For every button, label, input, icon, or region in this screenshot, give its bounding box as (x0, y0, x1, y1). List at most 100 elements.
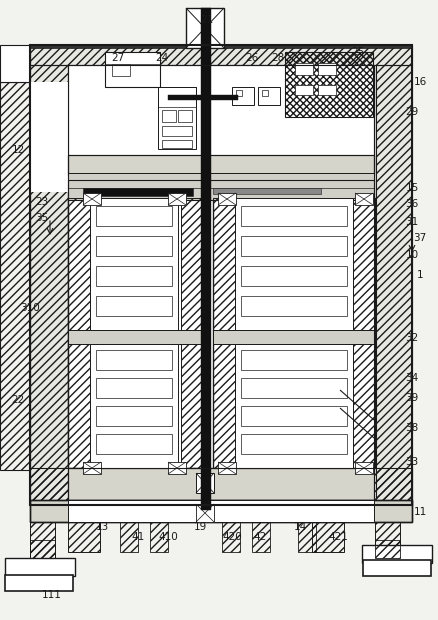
Bar (362, 560, 430, 576)
Bar (68, 155, 373, 175)
Bar (177, 110, 191, 122)
Bar (30, 500, 411, 522)
Text: 25: 25 (350, 47, 364, 57)
Bar (68, 180, 373, 188)
Bar (240, 206, 346, 226)
Bar (158, 87, 195, 107)
Bar (168, 193, 186, 205)
Bar (83, 193, 101, 205)
Text: 31: 31 (404, 217, 418, 227)
Text: 34: 34 (404, 373, 418, 383)
Text: 42: 42 (253, 532, 266, 542)
Bar (30, 82, 68, 192)
Bar (251, 522, 269, 552)
Bar (96, 266, 172, 286)
Text: 15: 15 (404, 183, 418, 193)
Bar (68, 500, 373, 522)
Bar (352, 198, 374, 468)
Bar (284, 52, 372, 117)
Bar (90, 198, 177, 330)
Bar (240, 378, 346, 398)
Bar (96, 206, 172, 226)
Bar (68, 330, 202, 344)
Text: 310: 310 (20, 303, 40, 313)
Bar (162, 126, 191, 136)
Bar (186, 8, 223, 48)
Bar (317, 63, 335, 75)
Text: 32: 32 (404, 333, 418, 343)
Bar (240, 296, 346, 316)
Bar (96, 434, 172, 454)
Bar (83, 462, 101, 474)
Bar (258, 87, 279, 105)
Bar (105, 52, 159, 87)
Text: 14: 14 (293, 522, 306, 532)
Bar (68, 155, 373, 175)
Bar (180, 198, 202, 468)
Text: 13: 13 (95, 522, 108, 532)
Bar (150, 522, 168, 552)
Bar (5, 558, 75, 576)
Bar (30, 45, 411, 48)
Bar (231, 87, 254, 105)
Bar (68, 330, 202, 344)
Bar (68, 468, 373, 500)
Text: 39: 39 (404, 393, 418, 403)
Text: 36: 36 (404, 199, 418, 209)
Bar (168, 462, 186, 474)
Bar (212, 188, 320, 194)
Bar (68, 173, 373, 180)
Bar (30, 45, 411, 505)
Text: 22: 22 (11, 395, 25, 405)
Bar (212, 330, 374, 344)
Bar (294, 85, 312, 95)
Bar (30, 522, 55, 560)
Bar (96, 406, 172, 426)
Bar (168, 95, 237, 100)
Bar (96, 350, 172, 370)
Bar (90, 344, 177, 468)
Bar (30, 500, 411, 522)
Bar (375, 65, 411, 505)
Bar (68, 468, 373, 500)
Bar (158, 87, 195, 107)
Bar (240, 406, 346, 426)
Text: 33: 33 (404, 457, 418, 467)
Bar (68, 468, 373, 500)
Bar (240, 236, 346, 256)
Bar (68, 180, 373, 200)
Bar (68, 155, 373, 175)
Bar (83, 188, 193, 196)
Text: 38: 38 (404, 423, 418, 433)
Bar (96, 378, 172, 398)
Bar (68, 65, 373, 468)
Bar (212, 330, 374, 344)
Bar (68, 65, 373, 468)
Bar (234, 344, 352, 468)
Bar (240, 266, 346, 286)
Bar (162, 140, 191, 148)
Bar (240, 434, 346, 454)
Bar (317, 85, 335, 95)
Text: 12: 12 (11, 145, 25, 155)
Bar (162, 110, 176, 122)
Text: 16: 16 (413, 77, 426, 87)
Bar (354, 462, 372, 474)
Bar (218, 462, 236, 474)
Bar (374, 540, 399, 558)
Text: 1: 1 (416, 270, 422, 280)
Bar (186, 8, 223, 48)
Bar (0, 45, 30, 82)
Text: 111: 111 (42, 590, 62, 600)
Text: 27: 27 (111, 53, 124, 63)
Bar (361, 545, 431, 563)
Bar (201, 8, 211, 510)
Text: 26: 26 (245, 53, 258, 63)
Text: 10: 10 (405, 250, 417, 260)
Bar (30, 468, 411, 505)
Bar (105, 52, 159, 64)
Text: 410: 410 (158, 532, 177, 542)
Bar (30, 65, 68, 505)
Text: 19: 19 (193, 522, 206, 532)
Bar (218, 193, 236, 205)
